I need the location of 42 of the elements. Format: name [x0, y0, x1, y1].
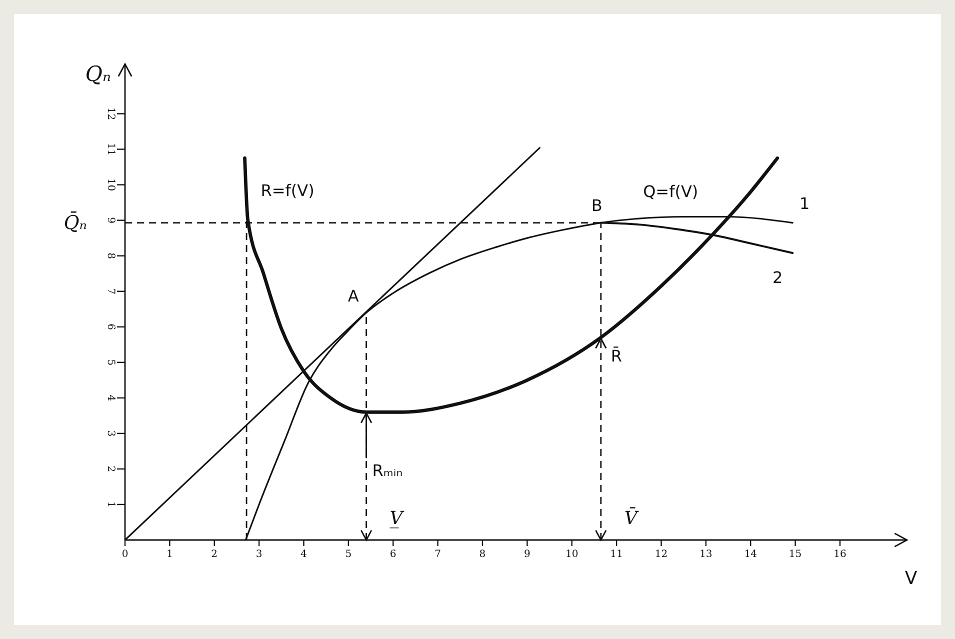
x-tick-label: 11: [610, 548, 623, 560]
y-tick-label: 12: [106, 107, 116, 120]
x-tick-label: 12: [654, 548, 668, 560]
series-label: R=f(V): [260, 180, 314, 200]
ref-line-label: V̄: [624, 506, 640, 528]
y-tick-label: 4: [106, 394, 116, 402]
x-tick-label: 1: [166, 548, 173, 560]
x-tick-label: 2: [211, 548, 218, 560]
annotation: 1: [800, 193, 810, 212]
y-tick-label: 2: [106, 466, 116, 472]
x-tick-label: 10: [565, 548, 578, 560]
x-tick-label: 9: [524, 548, 530, 560]
ref-line-label: V̲: [390, 508, 405, 528]
x-tick-label: 7: [434, 548, 441, 560]
y-tick-label: 11: [106, 142, 116, 156]
y-tick-label: 7: [106, 288, 116, 295]
ref-line-label: Q̄ₙ: [64, 210, 87, 234]
y-tick-label: 5: [106, 359, 116, 366]
annotation: R̄: [610, 346, 622, 366]
x-tick-label: 16: [834, 548, 846, 560]
x-tick-label: 4: [300, 548, 307, 560]
x-tick-label: 15: [788, 548, 802, 560]
x-tick-label: 0: [122, 548, 128, 560]
series-label: Q=f(V): [643, 181, 698, 200]
y-axis-title: Qₙ: [85, 62, 111, 86]
y-tick-label: 1: [106, 501, 116, 508]
y-tick-label: 10: [106, 178, 116, 192]
y-tick-label: 8: [106, 252, 116, 260]
x-tick-label: 3: [256, 548, 262, 560]
annotation: A: [348, 286, 359, 306]
annotation: Rₘᵢₙ: [372, 460, 403, 480]
x-tick-label: 13: [700, 548, 712, 560]
x-axis-title: V: [904, 568, 918, 588]
y-tick-label: 3: [106, 430, 116, 437]
x-tick-label: 8: [479, 548, 486, 560]
y-tick-label: 6: [106, 324, 116, 330]
x-tick-label: 5: [345, 548, 352, 560]
x-tick-label: 14: [744, 548, 757, 560]
y-tick-label: 9: [106, 217, 116, 224]
annotation: B: [591, 195, 602, 214]
annotation: 2: [772, 267, 783, 286]
x-tick-label: 6: [390, 548, 396, 560]
